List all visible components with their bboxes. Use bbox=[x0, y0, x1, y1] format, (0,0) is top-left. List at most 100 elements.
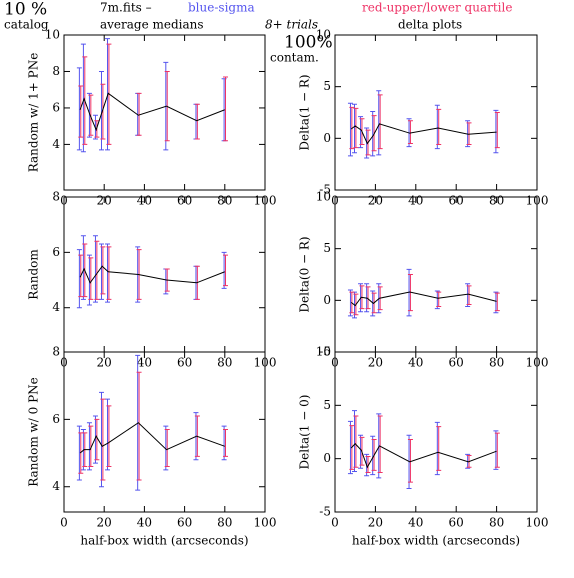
x-axis-label: half-box width (arcseconds) bbox=[80, 534, 248, 548]
y-axis-label: Random w/ 1+ PNe bbox=[27, 53, 41, 173]
error-bar bbox=[80, 235, 86, 300]
header-delta: delta plots bbox=[398, 18, 462, 32]
error-bar bbox=[136, 92, 142, 136]
plot-frame bbox=[63, 34, 266, 191]
plot-frame bbox=[334, 196, 538, 353]
error-bar bbox=[352, 103, 357, 154]
median-line bbox=[79, 265, 225, 284]
y-tick-label: 8 bbox=[52, 64, 60, 78]
header-trials: 8+ trials bbox=[265, 18, 318, 32]
x-tick-label: 20 bbox=[368, 356, 383, 370]
y-tick-label: 8 bbox=[52, 345, 60, 359]
error-bar bbox=[76, 425, 82, 481]
error-bar bbox=[376, 413, 382, 479]
y-tick-label: 10 bbox=[45, 28, 60, 42]
y-axis-label: Random bbox=[27, 249, 41, 300]
error-bar bbox=[98, 391, 104, 488]
error-bar bbox=[353, 107, 359, 149]
header-contam: contam. bbox=[270, 51, 319, 65]
error-bar bbox=[163, 425, 169, 471]
legend-sigma: blue-sigma bbox=[188, 1, 255, 15]
x-tick-label: 40 bbox=[408, 356, 423, 370]
y-axis-label: Delta(1 − 0) bbox=[298, 395, 312, 470]
y-tick-label: 10 bbox=[316, 28, 331, 42]
error-bar bbox=[86, 92, 92, 138]
median-line bbox=[79, 422, 225, 454]
error-bar bbox=[466, 285, 472, 305]
error-bar bbox=[434, 104, 440, 150]
y-tick-label: 5 bbox=[323, 241, 331, 255]
error-bar bbox=[352, 410, 357, 472]
y-tick-label: 4 bbox=[52, 300, 60, 314]
x-axis-label: half-box width (arcseconds) bbox=[352, 534, 520, 548]
x-tick-label: 0 bbox=[331, 516, 339, 530]
y-tick-label: 10 bbox=[316, 190, 331, 204]
plot-frame bbox=[334, 351, 538, 513]
error-bar bbox=[221, 251, 227, 289]
error-bar bbox=[493, 430, 499, 470]
error-bar bbox=[347, 289, 353, 317]
error-bar bbox=[493, 291, 499, 314]
error-bar bbox=[223, 76, 228, 142]
error-bar bbox=[353, 415, 359, 468]
error-bar bbox=[221, 425, 227, 461]
error-bar bbox=[377, 94, 383, 150]
header-catalog: catalog bbox=[4, 18, 49, 32]
legend-quartile: red-upper/lower quartile bbox=[362, 1, 512, 15]
error-bar bbox=[136, 371, 142, 481]
x-tick-label: 80 bbox=[217, 516, 232, 530]
error-bar bbox=[100, 246, 106, 295]
y-tick-label: 5 bbox=[323, 79, 331, 93]
y-axis-label: Delta(1 − R) bbox=[298, 74, 312, 150]
error-bar bbox=[434, 290, 440, 310]
error-bar bbox=[494, 292, 500, 312]
y-tick-label: -5 bbox=[319, 505, 331, 519]
median-line bbox=[350, 291, 497, 307]
error-bar bbox=[347, 420, 353, 475]
y-tick-label: 6 bbox=[52, 100, 60, 114]
median-line bbox=[79, 92, 225, 132]
error-bar bbox=[358, 116, 364, 149]
error-bar bbox=[92, 415, 98, 464]
plot-frame bbox=[63, 196, 266, 353]
error-bar bbox=[493, 109, 499, 154]
y-tick-label: 5 bbox=[323, 398, 331, 412]
error-bar bbox=[164, 428, 170, 468]
error-bar bbox=[436, 291, 442, 308]
error-bar bbox=[436, 426, 442, 471]
error-bar bbox=[370, 435, 376, 476]
x-tick-label: 100 bbox=[254, 516, 277, 530]
error-bar bbox=[76, 249, 82, 309]
y-tick-label: 0 bbox=[323, 451, 331, 465]
error-bar bbox=[365, 456, 371, 474]
y-tick-label: 6 bbox=[52, 245, 60, 259]
error-bar bbox=[88, 94, 94, 136]
header-medians: average medians bbox=[100, 18, 204, 32]
x-tick-label: 40 bbox=[137, 516, 152, 530]
error-bar bbox=[494, 112, 500, 149]
y-axis-label: Delta(0 − R) bbox=[298, 236, 312, 312]
error-bar bbox=[370, 110, 376, 157]
median-line bbox=[350, 443, 497, 469]
y-tick-label: 6 bbox=[52, 412, 60, 426]
error-bar bbox=[365, 286, 371, 310]
x-tick-label: 0 bbox=[60, 516, 68, 530]
y-tick-label: 10 bbox=[316, 345, 331, 359]
error-bar bbox=[105, 243, 111, 303]
error-bar bbox=[88, 425, 94, 468]
error-bar bbox=[94, 240, 100, 300]
error-bar bbox=[194, 103, 200, 140]
error-bar bbox=[407, 120, 413, 144]
header-file: 7m.fits – bbox=[100, 1, 152, 15]
x-tick-label: 80 bbox=[489, 356, 504, 370]
y-tick-label: 4 bbox=[52, 479, 60, 493]
error-bar bbox=[94, 418, 100, 461]
x-tick-label: 60 bbox=[449, 356, 464, 370]
x-tick-label: 60 bbox=[177, 356, 192, 370]
error-bar bbox=[434, 421, 440, 476]
y-tick-label: 0 bbox=[323, 131, 331, 145]
y-tick-label: -5 bbox=[319, 345, 331, 359]
error-bar bbox=[223, 428, 228, 457]
x-tick-label: 20 bbox=[97, 356, 112, 370]
